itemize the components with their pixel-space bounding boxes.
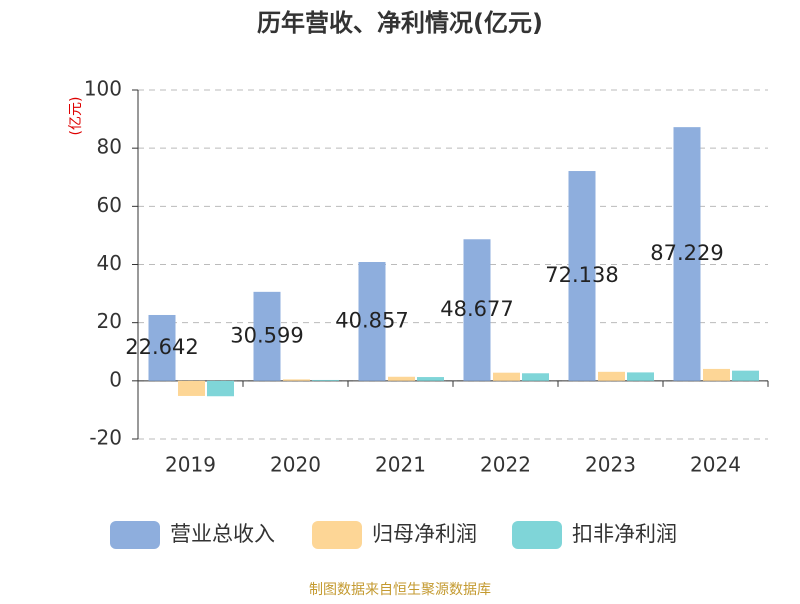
value-label: 30.599 <box>230 323 303 347</box>
value-label: 48.677 <box>440 297 513 321</box>
bar <box>312 379 339 381</box>
bar <box>703 368 730 381</box>
bar <box>253 291 281 381</box>
legend-swatch <box>312 521 362 549</box>
legend-label: 归母净利润 <box>372 522 477 546</box>
bar <box>598 371 625 381</box>
y-tick-label: -20 <box>89 426 122 450</box>
value-label: 87.229 <box>650 241 723 265</box>
x-tick-label: 2022 <box>480 453 531 477</box>
x-tick-label: 2023 <box>585 453 636 477</box>
x-tick-label: 2021 <box>375 453 426 477</box>
legend-swatch <box>110 521 160 549</box>
bar <box>358 262 386 381</box>
y-axis-label: (亿元) <box>68 97 84 136</box>
y-tick-label: 60 <box>97 193 122 217</box>
value-label: 22.642 <box>125 335 198 359</box>
y-tick-label: 0 <box>109 367 122 391</box>
bar <box>568 171 596 381</box>
bar <box>627 372 654 381</box>
bar <box>732 370 759 381</box>
bar <box>388 376 415 381</box>
x-tick-label: 2019 <box>165 453 216 477</box>
y-tick-label: 100 <box>84 77 122 101</box>
x-tick-label: 2024 <box>690 453 741 477</box>
legend-swatch <box>512 521 562 549</box>
bar <box>178 380 205 396</box>
y-tick-label: 80 <box>97 135 122 159</box>
legend-label: 营业总收入 <box>170 522 275 546</box>
value-label: 40.857 <box>335 308 408 332</box>
chart-title: 历年营收、净利情况(亿元) <box>257 9 543 37</box>
source-note: 制图数据来自恒生聚源数据库 <box>309 582 491 598</box>
bar <box>148 314 176 381</box>
bar <box>463 239 491 381</box>
x-tick-label: 2020 <box>270 453 321 477</box>
bar <box>207 380 234 397</box>
bar <box>673 127 701 381</box>
y-tick-label: 20 <box>97 309 122 333</box>
bar <box>493 372 520 381</box>
bar <box>417 377 444 381</box>
y-tick-label: 40 <box>97 251 122 275</box>
legend-label: 扣非净利润 <box>572 522 677 546</box>
bar <box>522 373 549 381</box>
value-label: 72.138 <box>545 263 618 287</box>
bar <box>283 379 310 381</box>
